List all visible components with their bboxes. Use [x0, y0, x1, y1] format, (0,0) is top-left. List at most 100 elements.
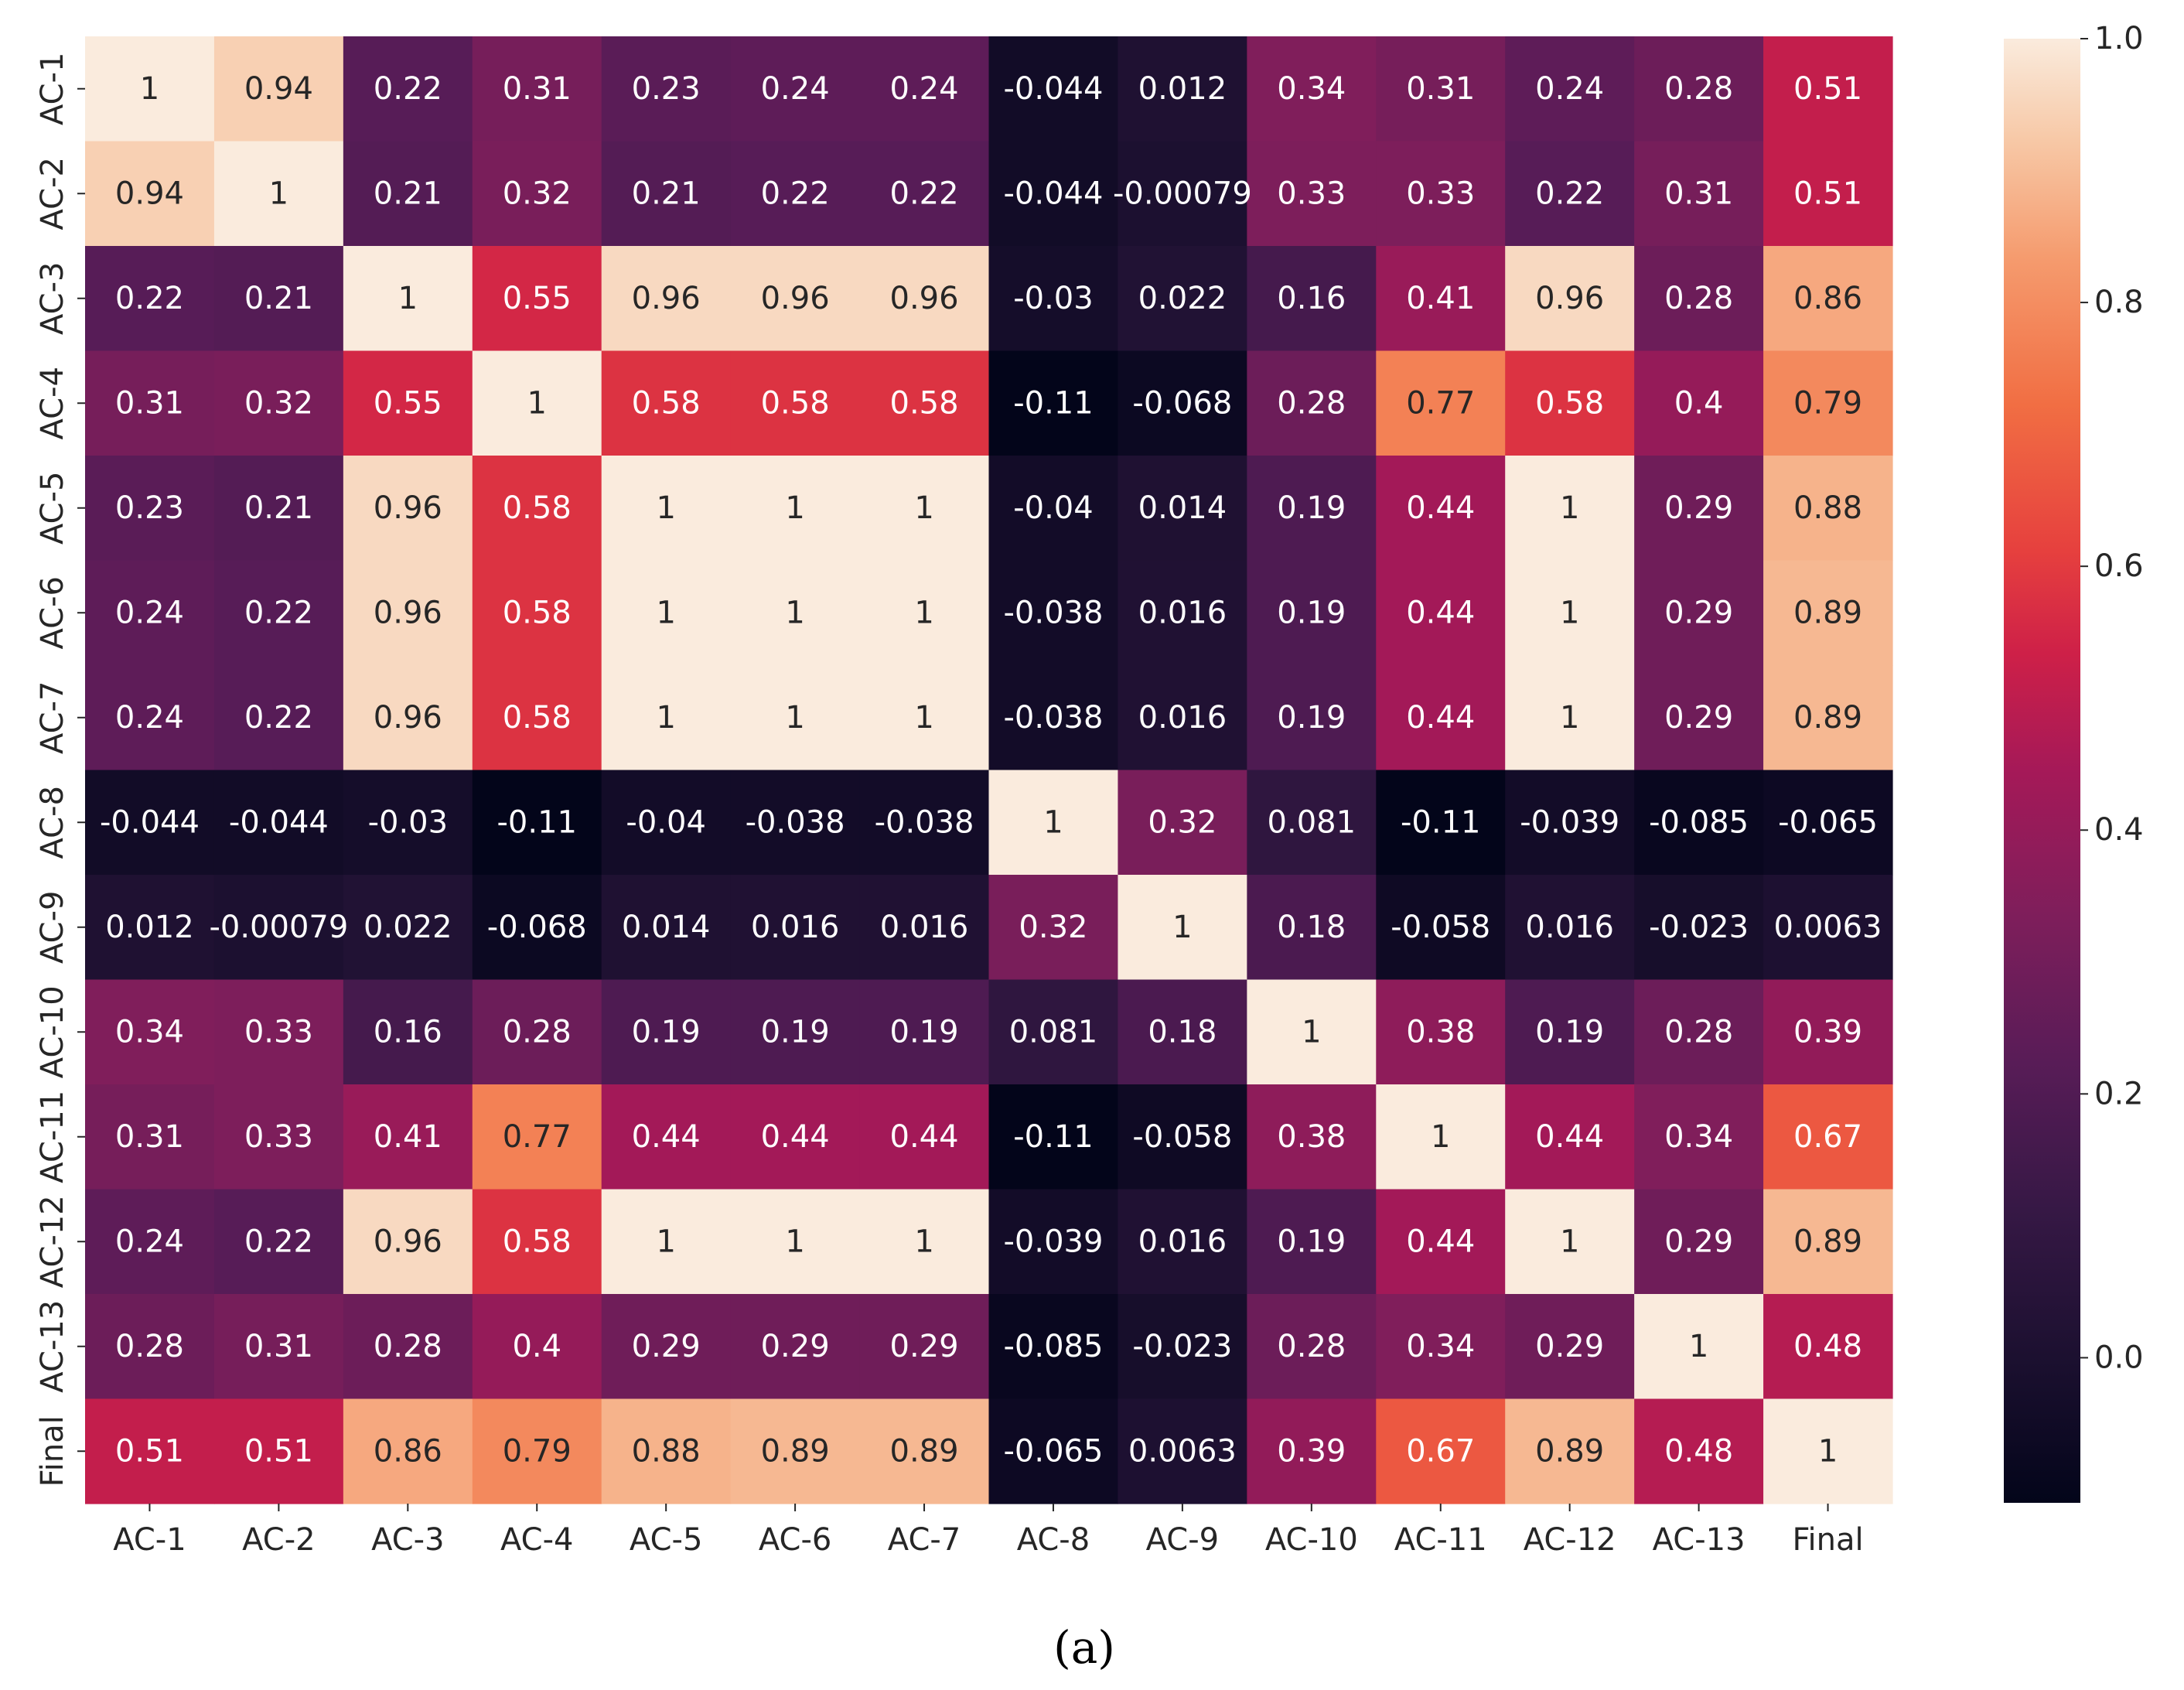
cell-value-label-0-12: 0.28 [1664, 71, 1733, 107]
cell-value-label-2-7: -0.03 [1013, 281, 1094, 316]
cell-value-label-2-5: 0.96 [761, 281, 830, 316]
heatmap-cell-1-12 [1634, 141, 1764, 247]
heatmap-cell-12-3 [472, 1294, 602, 1400]
heatmap-cell-3-4 [601, 350, 732, 456]
cell-value-label-0-8: 0.012 [1138, 71, 1227, 107]
figure-caption: (a) [1053, 1621, 1115, 1674]
row-label-10: AC-11 [35, 1091, 70, 1183]
cell-value-label-12-8: -0.023 [1132, 1329, 1232, 1364]
cell-value-label-13-6: 0.89 [890, 1433, 959, 1469]
col-label-6: AC-7 [888, 1522, 961, 1558]
cell-value-label-11-6: 1 [914, 1224, 933, 1259]
heatmap-cell-0-1 [213, 36, 344, 142]
cell-value-label-4-0: 0.23 [115, 490, 184, 526]
heatmap-cell-12-13 [1763, 1294, 1893, 1400]
cell-value-label-10-9: 0.38 [1277, 1119, 1346, 1155]
row-label-0: AC-1 [35, 53, 70, 125]
cell-value-label-2-12: 0.28 [1664, 281, 1733, 316]
col-label-12: AC-13 [1653, 1522, 1745, 1558]
heatmap-cell-2-0 [85, 246, 215, 352]
heatmap-cell-0-3 [472, 36, 602, 142]
heatmap-cell-8-9 [1247, 875, 1377, 981]
cell-value-label-1-6: 0.22 [890, 176, 959, 211]
heatmap-cell-6-12 [1634, 665, 1764, 771]
cell-value-label-6-12: 0.29 [1664, 700, 1733, 736]
cell-value-label-11-7: -0.039 [1003, 1224, 1103, 1259]
cell-value-label-13-13: 1 [1818, 1433, 1838, 1469]
cell-value-label-11-3: 0.58 [503, 1224, 572, 1259]
heatmap-cell-10-10 [1376, 1084, 1506, 1190]
cell-value-label-10-12: 0.34 [1664, 1119, 1733, 1155]
cell-value-label-7-8: 0.32 [1148, 804, 1217, 840]
colorbar-tick-label-2: 0.4 [2094, 812, 2144, 848]
heatmap-cell-10-11 [1505, 1084, 1635, 1190]
cell-value-label-5-0: 0.24 [115, 595, 184, 630]
heatmap-cell-2-5 [730, 246, 861, 352]
cell-value-label-4-12: 0.29 [1664, 490, 1733, 526]
cell-value-label-8-8: 1 [1172, 910, 1192, 945]
heatmap-cell-12-1 [213, 1294, 344, 1400]
heatmap-cell-2-10 [1376, 246, 1506, 352]
cell-value-label-7-5: -0.038 [746, 804, 845, 840]
heatmap-cell-9-4 [601, 979, 732, 1085]
cell-value-label-0-4: 0.23 [632, 71, 701, 107]
cell-value-label-5-6: 1 [914, 595, 933, 630]
heatmap-cell-2-1 [213, 246, 344, 352]
cell-value-label-11-11: 1 [1560, 1224, 1579, 1259]
cell-value-label-3-8: -0.068 [1132, 385, 1232, 421]
heatmap-cell-9-1 [213, 979, 344, 1085]
cell-value-label-4-1: 0.21 [244, 490, 313, 526]
heatmap-cell-6-2 [343, 665, 473, 771]
heatmap-cell-4-10 [1376, 456, 1506, 562]
cell-value-label-2-2: 1 [398, 281, 418, 316]
cell-value-label-13-11: 0.89 [1535, 1433, 1604, 1469]
cell-value-label-13-5: 0.89 [761, 1433, 830, 1469]
cell-value-label-6-1: 0.22 [244, 700, 313, 736]
cell-value-label-1-2: 0.21 [374, 176, 442, 211]
cell-value-label-9-13: 0.39 [1793, 1014, 1862, 1050]
heatmap-cell-9-13 [1763, 979, 1893, 1085]
heatmap-cell-7-9 [1247, 770, 1377, 876]
heatmap-cell-6-9 [1247, 665, 1377, 771]
cell-value-label-3-4: 0.58 [632, 385, 701, 421]
heatmap-cell-5-2 [343, 560, 473, 666]
heatmap-cell-11-0 [85, 1189, 215, 1295]
heatmap-cell-4-11 [1505, 456, 1635, 562]
heatmap-cell-0-13 [1763, 36, 1893, 142]
heatmap-cell-13-7 [988, 1398, 1119, 1504]
heatmap-cell-4-1 [213, 456, 344, 562]
cell-value-label-7-7: 1 [1043, 804, 1063, 840]
heatmap-cell-3-10 [1376, 350, 1506, 456]
heatmap-cell-1-6 [859, 141, 990, 247]
heatmap-cell-0-8 [1118, 36, 1247, 142]
heatmap-cell-5-13 [1763, 560, 1893, 666]
heatmap-cell-3-8 [1118, 350, 1247, 456]
cell-value-label-11-8: 0.016 [1138, 1224, 1227, 1259]
cell-value-label-10-8: -0.058 [1132, 1119, 1232, 1155]
heatmap-cell-6-13 [1763, 665, 1893, 771]
cell-value-label-13-9: 0.39 [1277, 1433, 1346, 1469]
cell-value-label-8-3: -0.068 [487, 910, 587, 945]
heatmap-cell-11-8 [1118, 1189, 1247, 1295]
cell-value-label-5-12: 0.29 [1664, 595, 1733, 630]
heatmap-cell-13-10 [1376, 1398, 1506, 1504]
heatmap-cell-3-12 [1634, 350, 1764, 456]
heatmap-cell-13-0 [85, 1398, 215, 1504]
heatmap-cell-8-2 [343, 875, 473, 981]
cell-value-label-4-6: 1 [914, 490, 933, 526]
row-label-11: AC-12 [35, 1195, 70, 1288]
cell-value-label-10-3: 0.77 [503, 1119, 572, 1155]
cell-value-label-4-11: 1 [1560, 490, 1579, 526]
heatmap-cell-12-10 [1376, 1294, 1506, 1400]
colorbar: 0.0 0.2 0.4 0.6 0.8 1.0 [2004, 21, 2144, 1503]
cell-value-label-13-1: 0.51 [244, 1433, 313, 1469]
heatmap-cell-11-2 [343, 1189, 473, 1295]
cell-value-label-6-0: 0.24 [115, 700, 184, 736]
cell-value-label-2-11: 0.96 [1535, 281, 1604, 316]
cell-value-label-9-0: 0.34 [115, 1014, 184, 1050]
heatmap-cell-7-6 [859, 770, 990, 876]
cell-value-label-4-13: 0.88 [1793, 490, 1862, 526]
heatmap-cell-4-2 [343, 456, 473, 562]
heatmap-cell-7-2 [343, 770, 473, 876]
heatmap-cell-5-1 [213, 560, 344, 666]
